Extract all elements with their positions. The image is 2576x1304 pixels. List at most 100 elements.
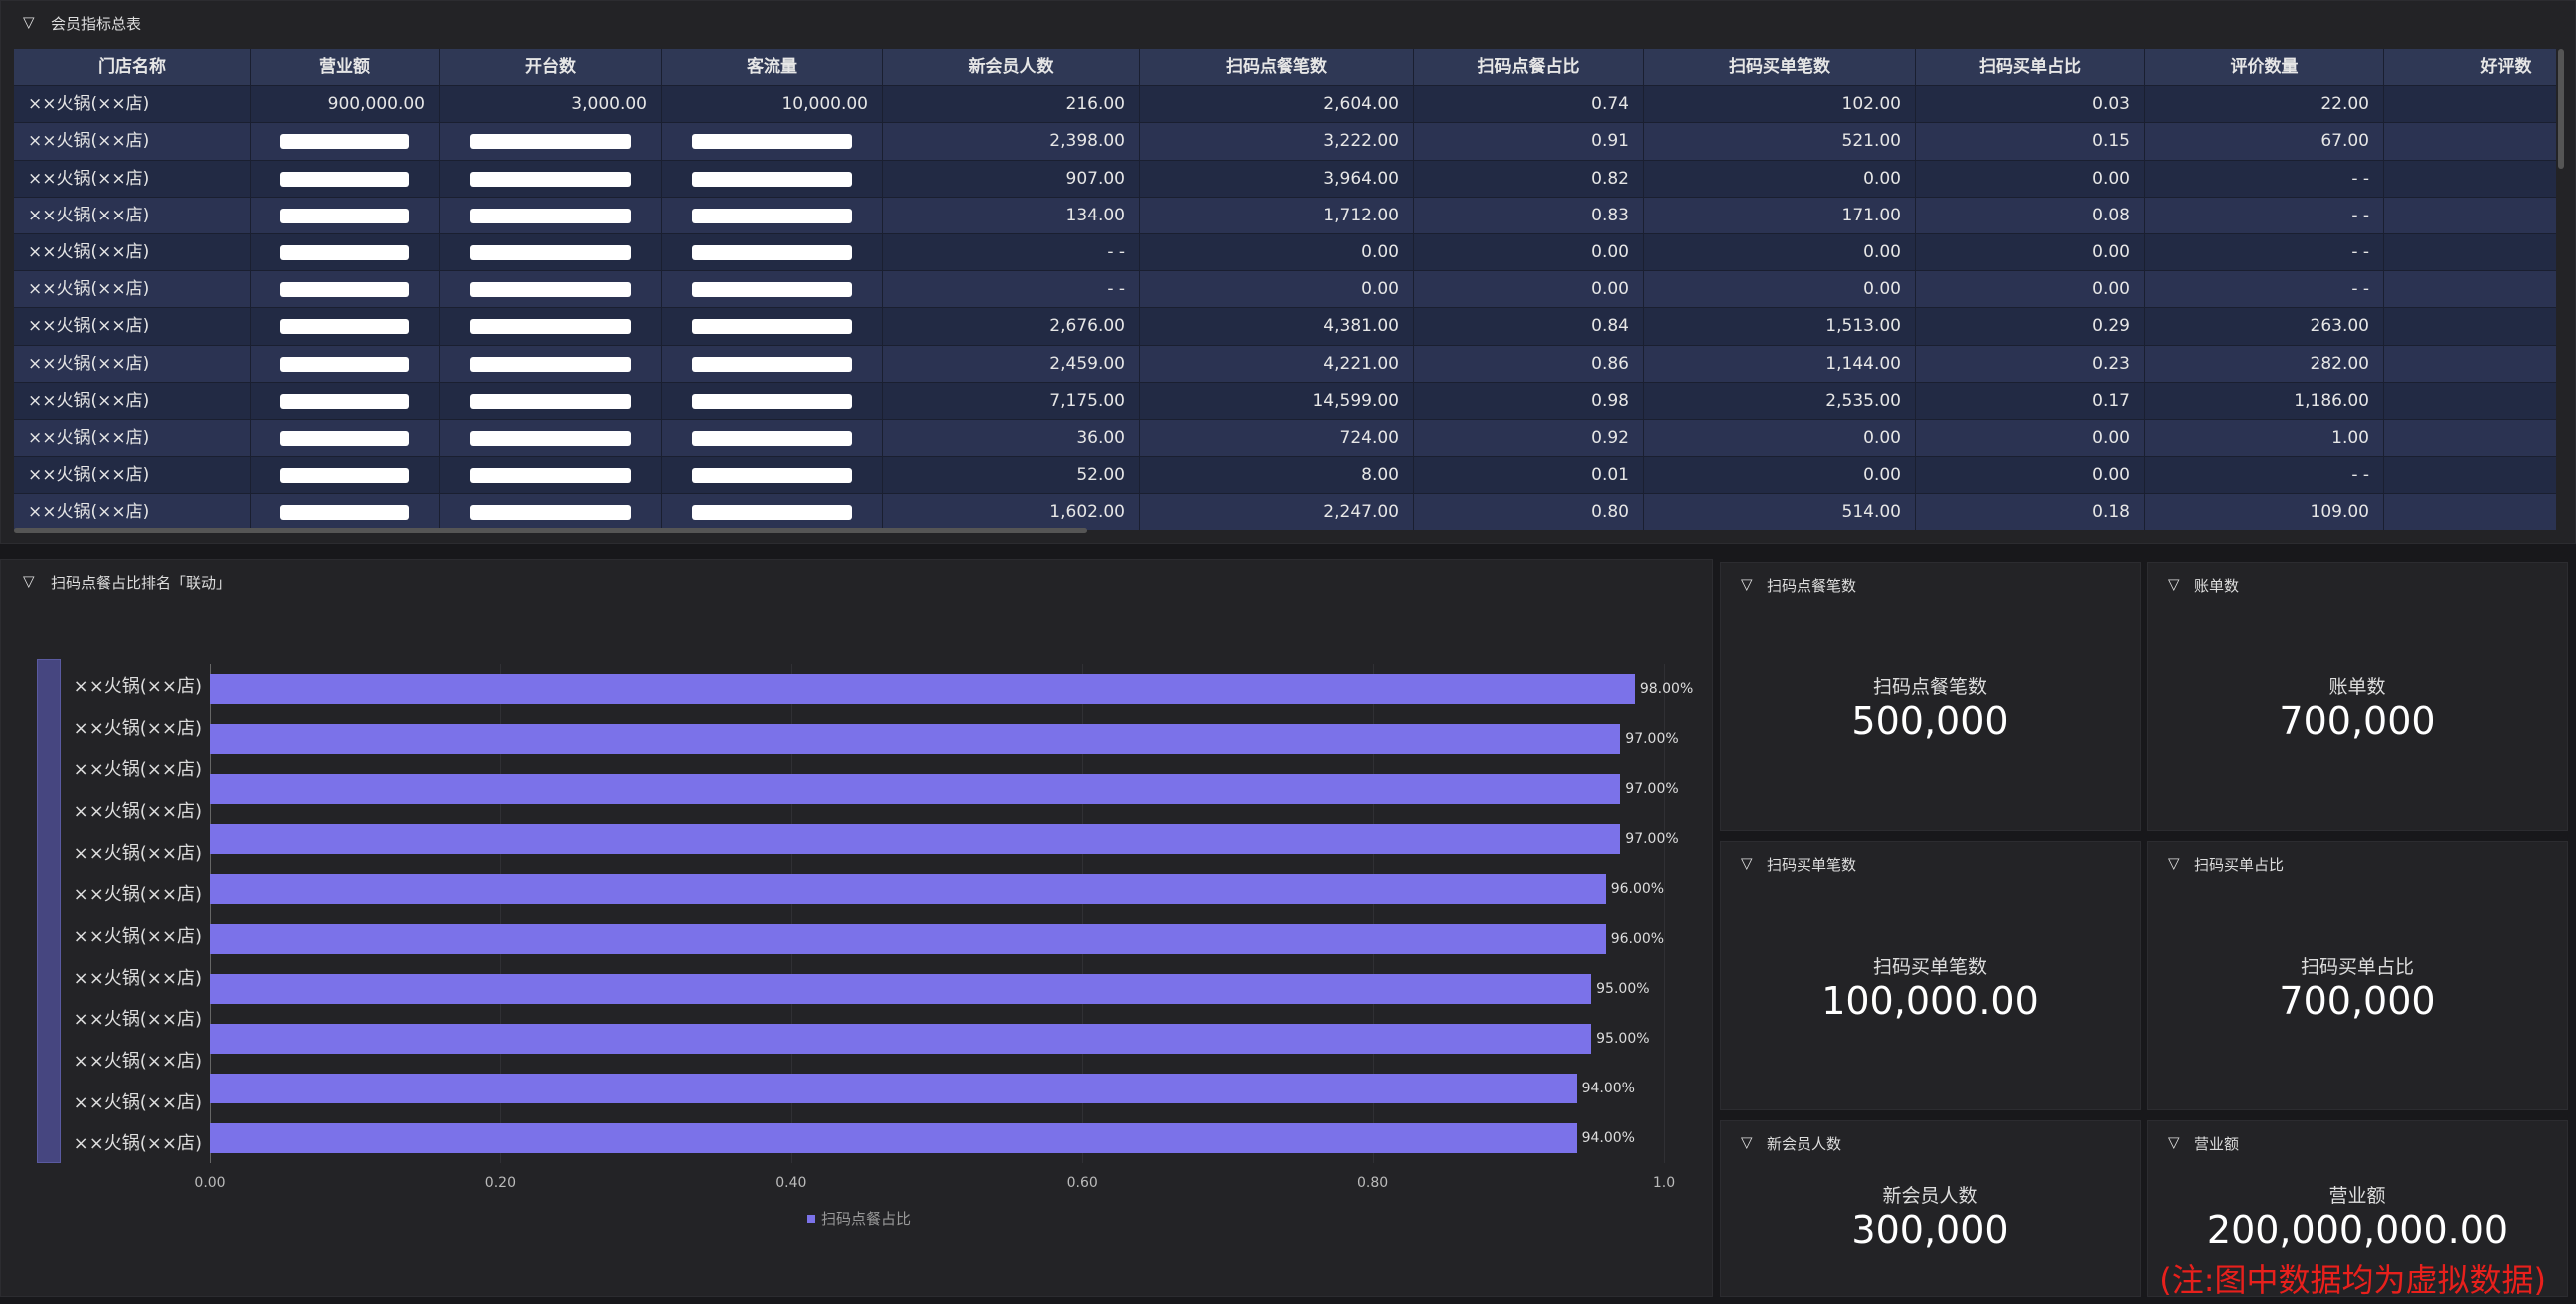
table-cell: 907.00 [883,160,1140,198]
data-label: 97.00% [1625,731,1679,747]
table-cell [440,123,662,161]
column-header[interactable]: 新会员人数 [883,49,1140,86]
table-cell: 1,186.00 [2145,382,2384,420]
v-scrollbar[interactable] [2558,49,2564,169]
table-cell: 0.15 [1916,123,2145,161]
table-cell [440,494,662,530]
filter-icon[interactable]: ▽ [1741,575,1753,593]
table-cell: 0.00 [1414,234,1644,271]
filter-icon[interactable]: ▽ [23,13,35,31]
card-value: 100,000.00 [1821,979,2039,1023]
card-title: 营业额 [2194,1135,2240,1153]
card-value: 500,000 [1851,699,2009,743]
filter-icon[interactable]: ▽ [2168,575,2180,593]
table-cell: 0.98 [1414,382,1644,420]
table-cell: - - [2145,160,2384,198]
bar[interactable] [210,824,1621,854]
bar[interactable] [210,924,1606,954]
table-row [14,86,2556,124]
y-tick-label: ××火锅(××店) [73,1091,202,1113]
column-header[interactable]: 营业额 [251,49,440,86]
table-cell: ××火锅(××店) [14,382,251,420]
card-title: 账单数 [2194,577,2240,595]
y-tick-label: ××火锅(××店) [73,1009,202,1031]
table-cell [440,271,662,309]
grid-line [790,664,792,1163]
redacted-value [280,134,409,150]
bar[interactable] [210,1123,1577,1153]
data-zoom[interactable] [37,659,61,1163]
data-label: 97.00% [1625,781,1679,797]
column-header[interactable]: 客流量 [662,49,883,86]
column-header[interactable]: 扫码买单笔数 [1644,49,1916,86]
filter-icon[interactable]: ▽ [23,572,35,590]
table-cell: 279 [2384,346,2556,383]
bar[interactable] [210,674,1635,704]
table-cell: - - [883,271,1140,309]
bar[interactable] [210,1024,1592,1054]
kpi-card: ▽ 扫码点餐笔数 扫码点餐笔数 500,000 [1720,562,2141,831]
column-header[interactable]: 开台数 [440,49,662,86]
column-header[interactable]: 扫码点餐占比 [1414,49,1644,86]
table-cell: 0.84 [1414,308,1644,346]
y-tick-label: ××火锅(××店) [73,842,202,864]
bar[interactable] [210,724,1621,754]
bar[interactable] [210,774,1621,804]
card-title: 扫码点餐笔数 [1767,577,1857,595]
column-header[interactable]: 门店名称 [14,49,251,86]
table-cell: 900,000.00 [251,86,440,124]
kpi-card: ▽ 账单数 账单数 700,000 [2147,562,2568,831]
bar[interactable] [210,1074,1577,1103]
table-cell: - - [2145,271,2384,309]
table-cell: ××火锅(××店) [14,420,251,457]
table-cell: 0.00 [1916,160,2145,198]
redacted-value [470,431,631,446]
grid-line [1082,664,1084,1163]
bar[interactable] [210,974,1592,1004]
filter-icon[interactable]: ▽ [1741,1133,1753,1151]
h-scrollbar[interactable] [14,528,1087,533]
card-label: 账单数 [2328,676,2386,698]
table-cell: 1,179 [2384,383,2556,420]
table-cell: 521.00 [1644,123,1916,161]
column-header[interactable]: 好评数 [2384,49,2556,86]
redacted-value [280,356,409,372]
legend-item[interactable]: 扫码点餐占比 [807,1208,911,1229]
table-row [14,197,2556,234]
table-cell: 2,459.00 [883,345,1140,383]
table-cell: 0.80 [1414,494,1644,530]
table-cell: 107 [2384,494,2556,530]
column-header[interactable]: 评价数量 [2145,49,2384,86]
x-tick-label: 0.20 [484,1175,516,1191]
table-row [14,457,2556,495]
column-header[interactable]: 扫码买单占比 [1916,49,2145,86]
table-cell: 8.00 [1140,457,1414,495]
filter-icon[interactable]: ▽ [2168,854,2180,872]
table-cell: 1,513.00 [1644,308,1916,346]
table-cell: ××火锅(××店) [14,494,251,530]
table-row [14,420,2556,458]
bar[interactable] [210,874,1606,904]
table-cell [662,271,883,309]
filter-icon[interactable]: ▽ [1741,854,1753,872]
table-cell: 0.82 [1414,160,1644,198]
redacted-value [280,393,409,409]
table-cell [662,382,883,420]
card-label: 扫码买单占比 [2300,956,2414,978]
redacted-value [280,468,409,484]
column-header[interactable]: 扫码点餐笔数 [1140,49,1414,86]
data-label: 94.00% [1581,1081,1635,1096]
redacted-value [692,208,852,223]
table-cell: 0.00 [1916,271,2145,309]
filter-icon[interactable]: ▽ [2168,1133,2180,1151]
data-label: 94.00% [1581,1130,1635,1146]
table-cell: 134.00 [883,197,1140,234]
table-cell: 2,247.00 [1140,494,1414,530]
table-cell: - - [2145,457,2384,495]
card-value: 700,000 [2279,979,2436,1023]
table-cell: - - [883,234,1140,271]
kpi-card: ▽ 新会员人数 新会员人数 300,000 [1720,1120,2141,1297]
table-cell: 1.00 [2145,420,2384,457]
table-cell [2384,234,2556,271]
